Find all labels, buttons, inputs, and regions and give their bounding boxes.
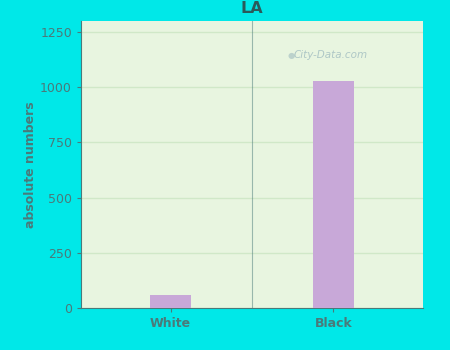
Bar xyxy=(313,80,354,308)
Y-axis label: absolute numbers: absolute numbers xyxy=(24,101,37,228)
Title: Breakdown of poor residents within races
(income below poverty level) in Jeanere: Breakdown of poor residents within races… xyxy=(56,0,448,16)
Text: ●: ● xyxy=(288,51,295,60)
Bar xyxy=(150,295,191,308)
Text: City-Data.com: City-Data.com xyxy=(293,50,368,61)
